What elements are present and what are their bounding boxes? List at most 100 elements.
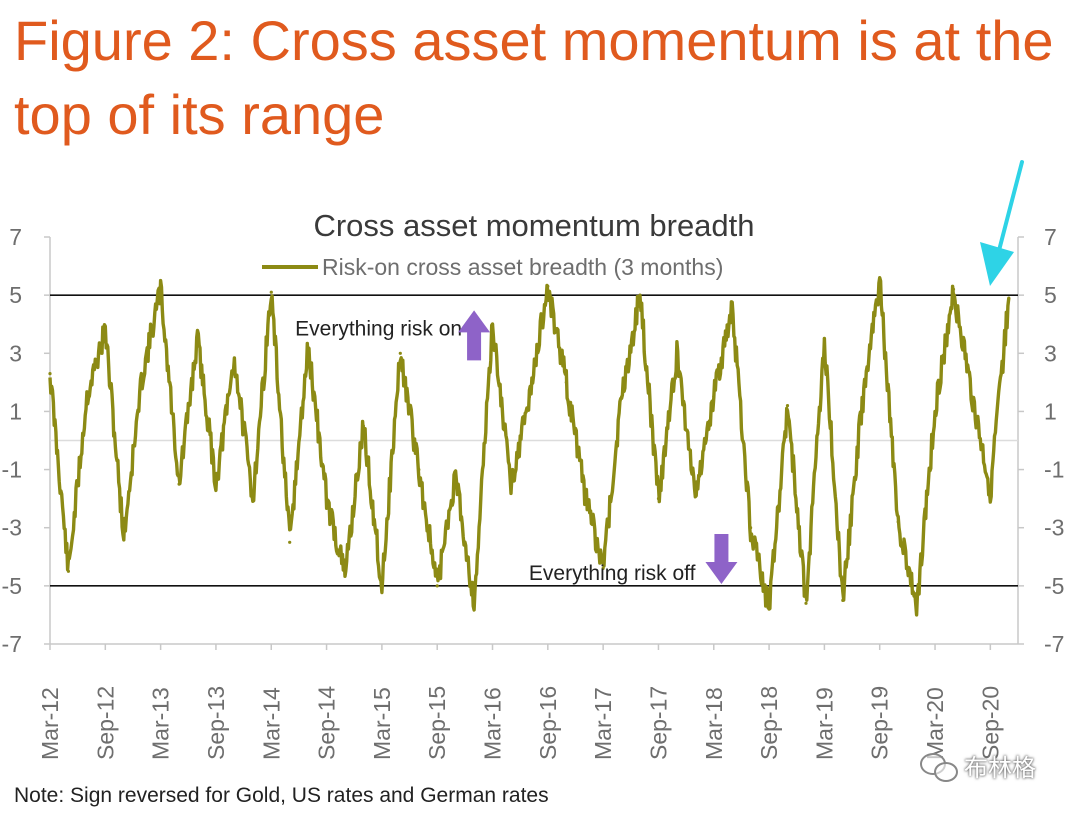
series-point: [527, 395, 532, 399]
x-tick-label: Sep-12: [92, 686, 118, 760]
x-tick-label: Mar-13: [148, 687, 174, 760]
series-point: [785, 404, 790, 408]
series-point: [841, 598, 845, 603]
y-tick-label-left: 3: [9, 340, 22, 366]
series-point: [85, 395, 89, 399]
x-tick-label: Sep-17: [645, 686, 671, 760]
annotations: Everything risk on Everything risk off: [295, 310, 738, 585]
series-point: [398, 351, 402, 355]
series-point: [730, 308, 734, 312]
y-tick-label-right: -1: [1044, 457, 1064, 483]
x-tick-label: Sep-20: [977, 686, 1003, 760]
arrow-down-icon: [705, 534, 738, 585]
y-tick-label-right: 7: [1044, 224, 1057, 250]
series-point: [804, 601, 808, 605]
x-tick-label: Mar-16: [480, 687, 506, 760]
series-point: [712, 395, 716, 399]
annotation-risk-off: Everything risk off: [529, 562, 696, 585]
series-line: [48, 276, 1011, 617]
series-point: [656, 497, 661, 501]
chart-title: Cross asset momentum breadth: [313, 208, 754, 243]
series-point: [564, 380, 568, 384]
legend-label: Risk-on cross asset breadth (3 months): [322, 254, 723, 280]
series-point: [195, 337, 200, 341]
series-point: [509, 482, 513, 486]
series-point: [915, 607, 919, 611]
arrow-up-icon: [458, 310, 491, 361]
highlight-arrow-shaft: [994, 160, 1024, 264]
series-point: [1007, 296, 1011, 300]
wechat-icon: [920, 751, 958, 782]
series-point: [269, 290, 273, 294]
y-tick-label-left: -7: [2, 631, 22, 657]
series-point: [583, 491, 587, 495]
series-layer: [48, 276, 1011, 617]
series-point: [122, 534, 126, 539]
series-point: [490, 322, 495, 326]
series-point: [749, 526, 753, 530]
axes: 7 7 5 5 3 3 1 1 -1 -1 -3 -3 -5 -5 -7 -7 Mar-12 Sep-12 Mar-…: [2, 224, 1065, 760]
x-tick-label: Mar-12: [37, 687, 63, 760]
series-point: [472, 601, 476, 605]
figure-title: Figure 2: Cross asset momentum is at the…: [14, 9, 1054, 146]
x-tick-label: Sep-18: [756, 686, 782, 760]
series-point: [601, 566, 605, 571]
y-tick-label-right: 5: [1044, 282, 1057, 308]
y-tick-label-left: -5: [2, 573, 22, 599]
series-point: [620, 395, 624, 399]
series-point: [546, 284, 550, 288]
series-point: [159, 287, 163, 291]
y-tick-label-left: 5: [9, 282, 22, 308]
series-point: [140, 374, 144, 379]
y-tick-label-right: 3: [1044, 340, 1057, 366]
x-tick-label: Mar-18: [701, 687, 727, 760]
series-point: [251, 497, 255, 501]
series-point: [638, 293, 642, 297]
y-tick-label-left: 7: [9, 224, 22, 250]
x-tick-label: Sep-16: [535, 686, 561, 760]
series-point: [325, 497, 329, 501]
series-point: [822, 337, 827, 341]
series-point: [48, 372, 52, 376]
series-point: [970, 395, 974, 399]
series-point: [306, 345, 310, 350]
x-tick-label: Mar-15: [369, 687, 395, 760]
series-point: [878, 279, 882, 283]
y-tick-label-left: -3: [2, 515, 22, 541]
y-tick-label-left: 1: [9, 398, 22, 424]
highlight-arrow-head: [980, 242, 1014, 286]
series-point: [380, 584, 384, 588]
watermark-text: 布林格: [964, 754, 1036, 782]
y-tick-label-left: -1: [2, 457, 22, 483]
series-point: [951, 287, 956, 291]
series-point: [343, 572, 347, 576]
x-tick-label: Sep-15: [424, 686, 450, 760]
x-tick-label: Sep-19: [867, 686, 893, 760]
series-point: [177, 482, 181, 486]
series-point: [454, 473, 458, 477]
series-point: [232, 357, 236, 361]
legend: Risk-on cross asset breadth (3 months): [262, 254, 723, 280]
watermark: 布林格: [920, 748, 1036, 783]
series-point: [66, 569, 70, 573]
y-tick-label-right: -7: [1044, 631, 1064, 657]
series-point: [361, 424, 365, 428]
x-tick-label: Mar-14: [258, 687, 284, 760]
y-tick-label-right: 1: [1044, 398, 1057, 424]
series-point: [103, 328, 107, 332]
series-point: [988, 491, 992, 495]
series-point: [288, 540, 292, 544]
x-tick-label: Mar-20: [922, 687, 948, 760]
series-point: [435, 584, 439, 588]
series-point: [417, 468, 421, 472]
x-tick-label: Mar-19: [811, 687, 837, 760]
y-tick-label-right: -5: [1044, 573, 1064, 599]
x-tick-label: Sep-13: [203, 686, 229, 760]
series-point: [859, 409, 863, 413]
series-point: [896, 520, 900, 524]
highlight-arrow: [980, 160, 1024, 286]
x-tick-label: Mar-17: [590, 687, 616, 760]
series-point: [693, 491, 697, 495]
series-point: [214, 482, 218, 486]
